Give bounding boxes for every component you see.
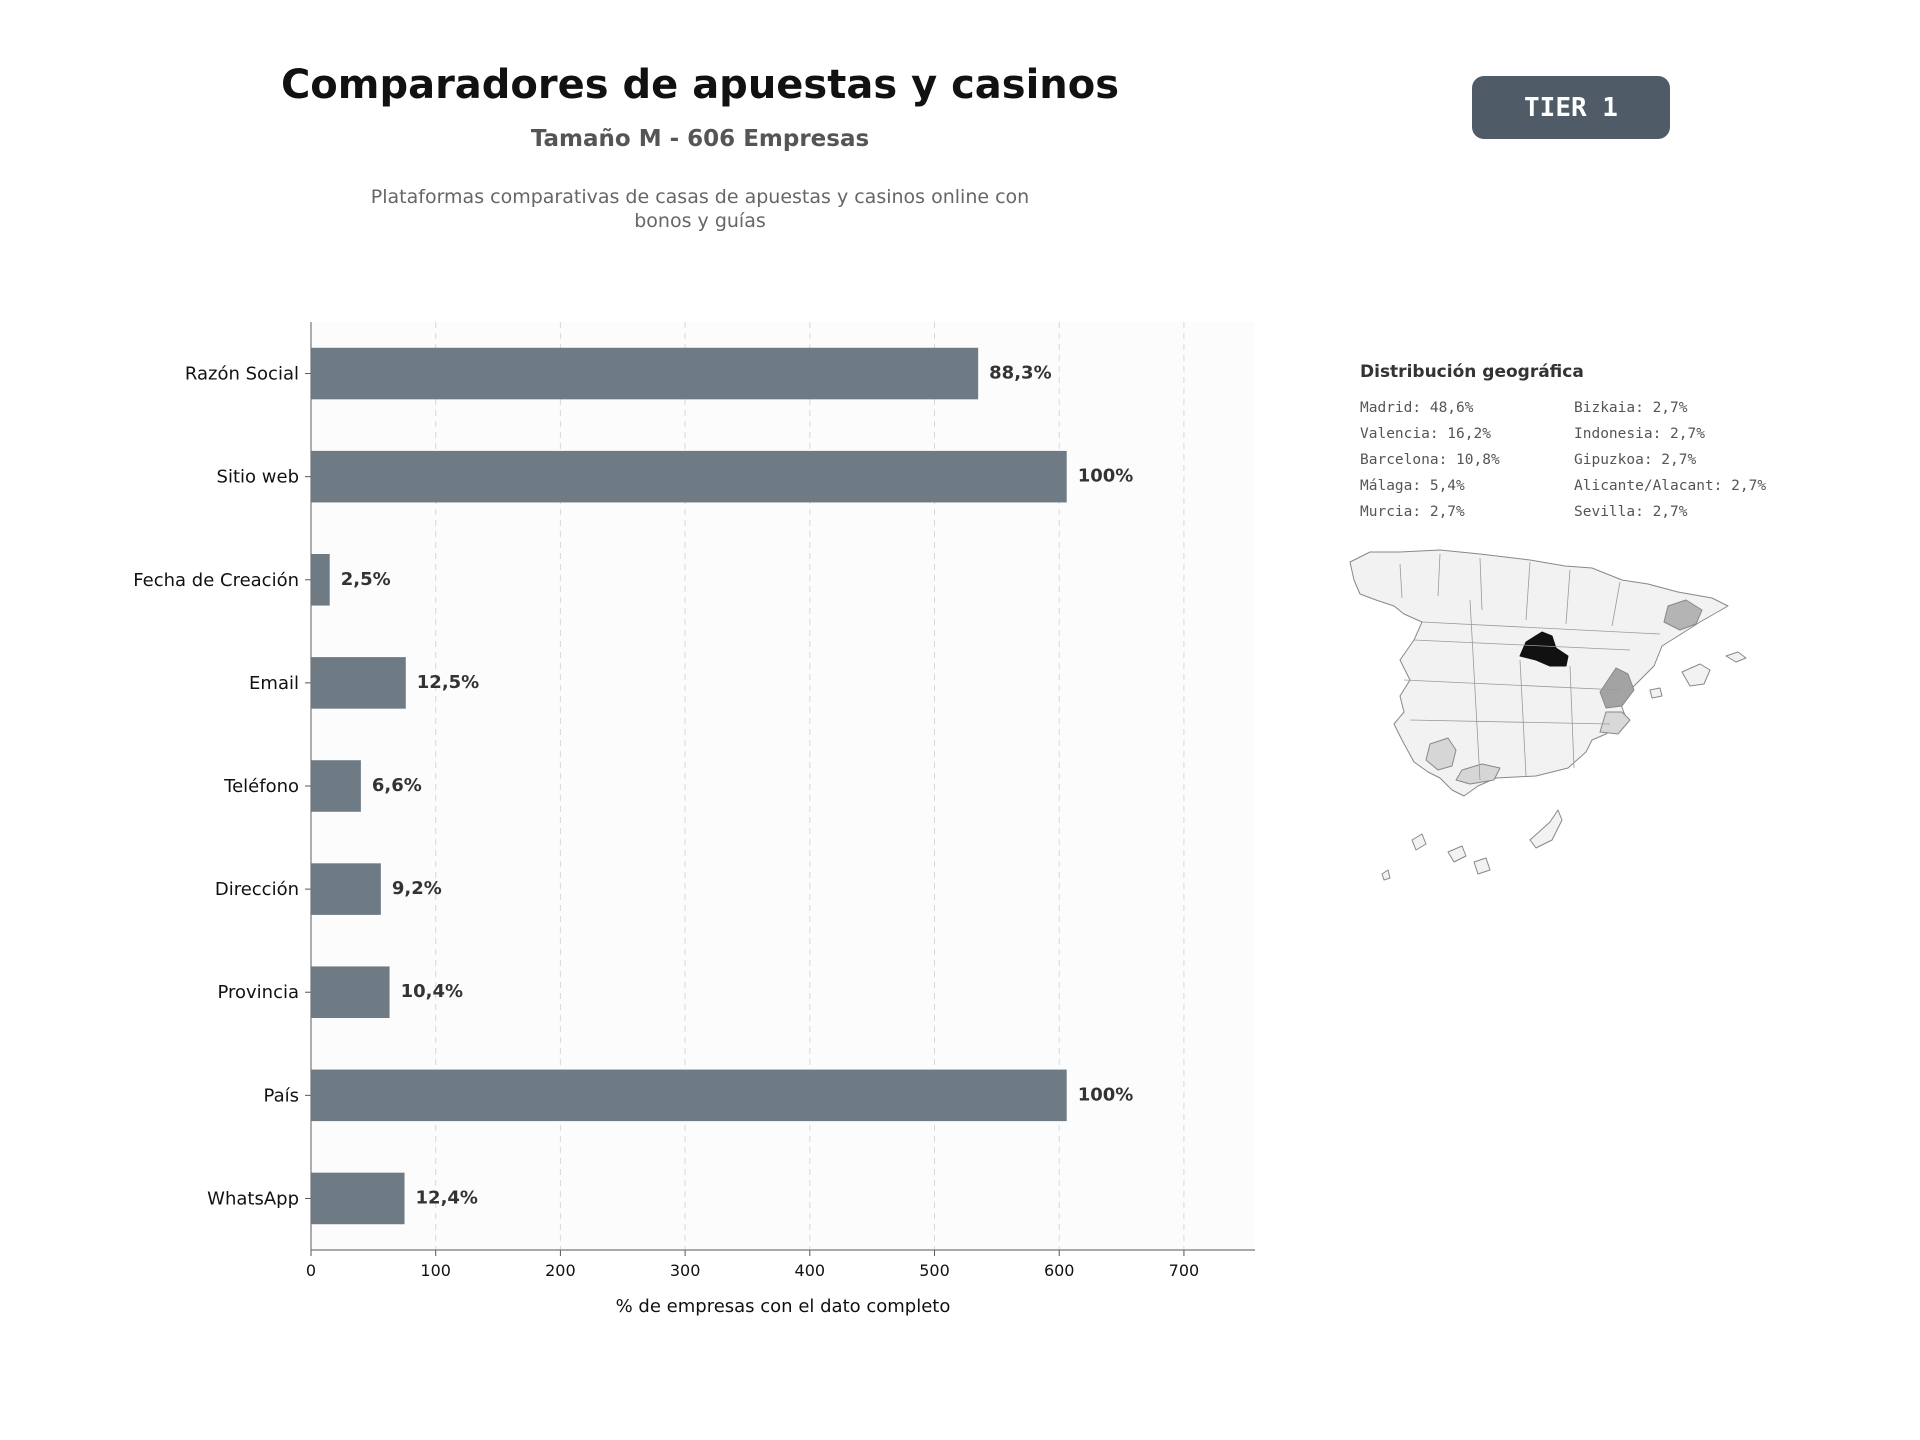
description-line-2: bonos y guías (634, 210, 766, 232)
map-region-valencia (1599, 667, 1635, 709)
geo-item: Indonesia: 2,7% (1574, 426, 1705, 442)
spain-map (1349, 549, 1747, 881)
bar (311, 657, 406, 709)
data-label: 100% (1078, 1084, 1134, 1105)
geo-item: Madrid: 48,6% (1360, 400, 1474, 416)
map-regions (1349, 549, 1747, 881)
x-axis-label: % de empresas con el dato completo (616, 1296, 951, 1317)
data-label: 2,5% (341, 569, 391, 590)
x-tick-label: 0 (306, 1261, 316, 1280)
bar (311, 863, 381, 915)
geo-item: Murcia: 2,7% (1360, 504, 1465, 520)
y-tick-label: País (264, 1085, 299, 1106)
data-label: 12,4% (416, 1187, 478, 1208)
data-label: 100% (1078, 466, 1134, 487)
x-tick-label: 700 (1169, 1261, 1200, 1280)
description-line-1: Plataformas comparativas de casas de apu… (370, 186, 1030, 208)
map-region-balearic (1681, 663, 1711, 687)
y-tick-label: Provincia (217, 982, 299, 1003)
x-tick-label: 600 (1044, 1261, 1075, 1280)
map-region-peninsula (1349, 549, 1729, 797)
geo-distribution-list: Madrid: 48,6% Bizkaia: 2,7% Valencia: 16… (1360, 398, 1820, 522)
geo-item: Valencia: 16,2% (1360, 426, 1491, 442)
x-tick-label: 200 (545, 1261, 576, 1280)
y-tick-label: Razón Social (185, 364, 299, 385)
y-tick-label: WhatsApp (207, 1188, 299, 1209)
map-region-canary (1529, 809, 1563, 849)
geo-item: Bizkaia: 2,7% (1574, 400, 1688, 416)
map-region-balearic (1649, 687, 1663, 699)
y-tick-label: Teléfono (223, 776, 299, 797)
y-tick-label: Fecha de Creación (133, 570, 299, 591)
x-tick-label: 400 (795, 1261, 826, 1280)
x-tick-label: 500 (919, 1261, 950, 1280)
geo-item: Málaga: 5,4% (1360, 478, 1465, 494)
page-title: Comparadores de apuestas y casinos (280, 62, 1120, 108)
y-tick-label: Dirección (215, 879, 299, 900)
map-province-borders (1399, 553, 1661, 781)
bar-chart: 0 100 200 300 400 500 600 700 Razón Social 88,3% S… (133, 322, 1255, 1317)
x-tick-label: 300 (670, 1261, 701, 1280)
map-region-canary (1381, 869, 1391, 881)
x-tick-label: 100 (420, 1261, 451, 1280)
map-region-madrid (1519, 631, 1569, 667)
bar (311, 1172, 405, 1225)
data-label: 6,6% (372, 775, 422, 796)
map-region-malaga (1455, 763, 1501, 785)
map-region-balearic (1725, 651, 1747, 663)
bar (311, 966, 390, 1018)
geo-item: Sevilla: 2,7% (1574, 504, 1688, 520)
map-region-canary (1473, 857, 1491, 875)
map-region-sevilla (1425, 737, 1457, 771)
page-subtitle: Tamaño M - 606 Empresas (530, 126, 870, 152)
map-region-barcelona (1663, 599, 1703, 631)
y-tick-label: Sitio web (217, 467, 299, 488)
y-tick-label: Email (249, 673, 299, 694)
map-region-alicante (1599, 711, 1631, 735)
data-label: 88,3% (989, 363, 1051, 384)
tier-badge: TIER 1 (1472, 76, 1670, 139)
bar (311, 1069, 1067, 1122)
bar (311, 450, 1067, 503)
geo-item: Alicante/Alacant: 2,7% (1574, 478, 1767, 494)
geo-item: Barcelona: 10,8% (1360, 452, 1500, 468)
map-region-canary (1447, 845, 1467, 863)
map-region-canary (1411, 833, 1427, 851)
bar (311, 554, 330, 606)
bar (311, 760, 361, 812)
data-label: 12,5% (417, 672, 479, 693)
page-description: Plataformas comparativas de casas de apu… (340, 185, 1060, 233)
data-label: 9,2% (392, 878, 442, 899)
geo-distribution-title: Distribución geográfica (1360, 362, 1584, 382)
data-label: 10,4% (401, 981, 463, 1002)
geo-item: Gipuzkoa: 2,7% (1574, 452, 1697, 468)
bar (311, 347, 979, 400)
